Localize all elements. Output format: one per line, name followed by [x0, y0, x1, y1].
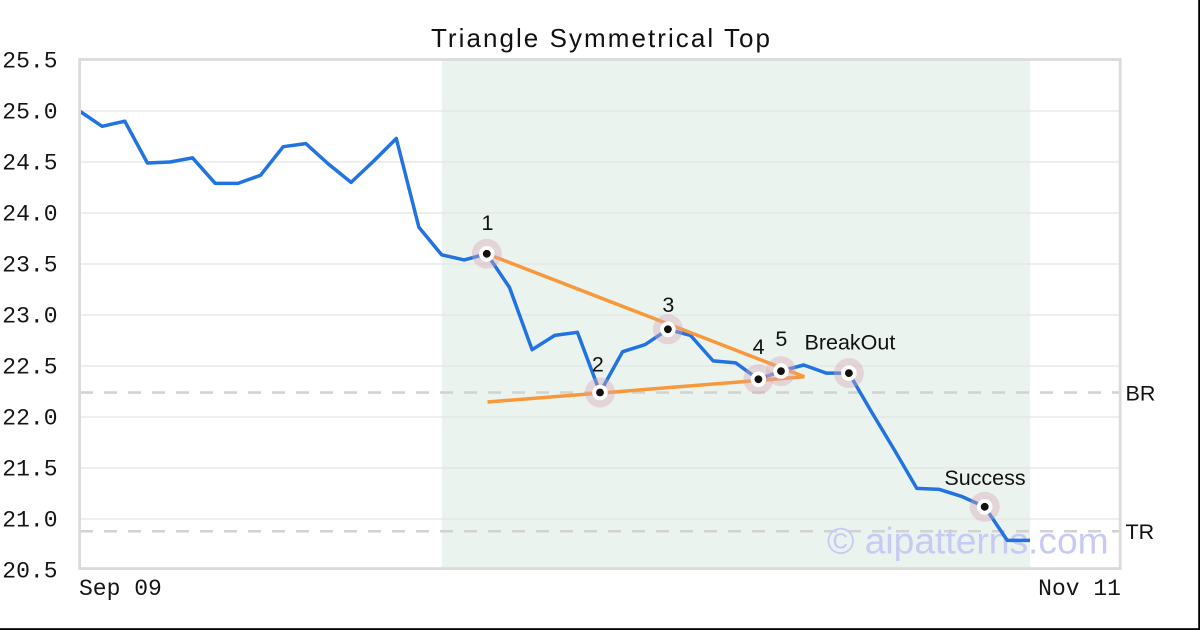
- svg-text:Nov 11: Nov 11: [1038, 576, 1121, 602]
- svg-text:22.5: 22.5: [2, 355, 57, 381]
- svg-text:TR: TR: [1126, 520, 1155, 544]
- svg-text:23.0: 23.0: [2, 304, 57, 330]
- svg-text:25.5: 25.5: [2, 49, 57, 75]
- svg-text:Success: Success: [944, 466, 1025, 490]
- svg-text:4: 4: [753, 335, 765, 359]
- svg-text:BR: BR: [1126, 382, 1156, 406]
- svg-text:24.5: 24.5: [2, 151, 57, 177]
- svg-text:Triangle Symmetrical Top: Triangle Symmetrical Top: [431, 23, 772, 53]
- svg-text:© aipatterns.com: © aipatterns.com: [827, 520, 1109, 562]
- svg-text:1: 1: [482, 211, 494, 235]
- svg-text:2: 2: [592, 353, 604, 377]
- svg-text:21.5: 21.5: [2, 457, 57, 483]
- svg-text:20.5: 20.5: [2, 559, 57, 585]
- svg-text:BreakOut: BreakOut: [805, 331, 896, 355]
- svg-text:23.5: 23.5: [2, 253, 57, 279]
- svg-text:21.0: 21.0: [2, 508, 57, 534]
- svg-text:24.0: 24.0: [2, 202, 57, 228]
- svg-text:Sep 09: Sep 09: [79, 576, 162, 602]
- svg-text:3: 3: [662, 293, 674, 317]
- svg-text:5: 5: [775, 327, 787, 351]
- svg-text:22.0: 22.0: [2, 406, 57, 432]
- svg-text:25.0: 25.0: [2, 100, 57, 126]
